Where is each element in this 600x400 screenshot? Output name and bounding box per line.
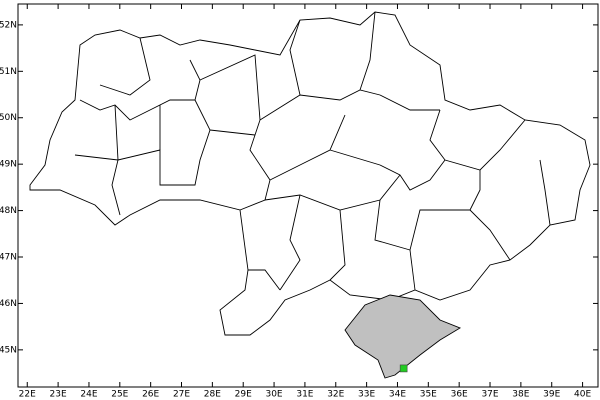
x-tick-label: 38E [512,390,529,400]
x-tick-label: 24E [80,390,97,400]
y-tick-label: 46N [0,299,17,309]
y-tick-label: 45N [0,345,17,355]
x-tick-label: 31E [296,390,313,400]
y-tick-label: 52N [0,20,17,30]
x-tick-label: 28E [204,390,221,400]
y-tick-label: 49N [0,160,17,170]
y-tick-label: 47N [0,253,17,263]
x-tick-label: 34E [389,390,406,400]
country-outline [29,11,591,336]
y-tick-label: 51N [0,67,17,77]
x-tick-label: 27E [173,390,190,400]
x-tick-label: 30E [265,390,282,400]
crimea [344,294,462,379]
x-tick-label: 33E [358,390,375,400]
y-tick-label: 50N [0,113,17,123]
x-tick-label: 32E [327,390,344,400]
location-marker [399,364,408,373]
x-tick-label: 25E [111,390,128,400]
map-frame [17,3,599,388]
x-tick-label: 26E [142,390,159,400]
x-tick-label: 37E [481,390,498,400]
x-tick-label: 36E [451,390,468,400]
axes: 22E 23E 24E 25E 26E 27E 28E 29E 30E 31E 32E 33E 34E 3… [0,4,598,400]
x-tick-label: 29E [235,390,252,400]
y-tick-label: 48N [0,206,17,216]
x-tick-label: 39E [543,390,560,400]
x-tick-label: 22E [19,390,36,400]
region-borders [74,11,551,291]
x-tick-label: 40E [574,390,591,400]
x-tick-label: 23E [50,390,67,400]
x-tick-label: 35E [420,390,437,400]
